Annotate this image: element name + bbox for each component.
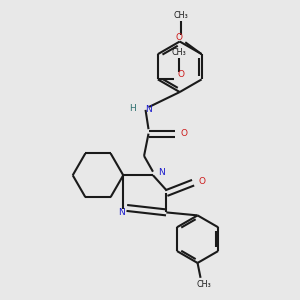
Text: N: N bbox=[146, 105, 152, 114]
Text: CH₃: CH₃ bbox=[173, 11, 188, 20]
Text: H: H bbox=[129, 104, 136, 113]
Text: CH₃: CH₃ bbox=[196, 280, 211, 289]
Text: N: N bbox=[118, 208, 125, 217]
Text: O: O bbox=[175, 33, 182, 42]
Text: CH₃: CH₃ bbox=[171, 48, 186, 57]
Text: O: O bbox=[199, 177, 206, 186]
Text: O: O bbox=[181, 129, 188, 138]
Text: N: N bbox=[158, 168, 165, 177]
Text: O: O bbox=[177, 70, 184, 80]
